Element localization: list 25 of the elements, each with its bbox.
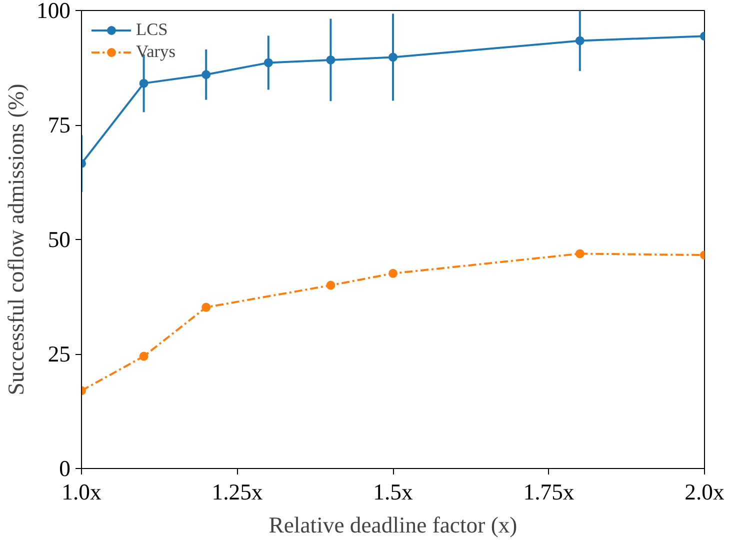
- legend-label: Varys: [136, 42, 176, 62]
- point: [575, 249, 584, 258]
- point: [139, 78, 148, 88]
- x-axis-title: Relative deadline factor (x): [268, 512, 518, 538]
- point: [326, 55, 336, 64]
- point: [575, 36, 584, 46]
- y-tick-label: 25: [48, 342, 70, 366]
- y-axis-title: Successful coflow admissions (%): [4, 84, 29, 396]
- x-tick-label: 1.0x: [62, 480, 102, 504]
- point: [388, 268, 398, 278]
- x-tick-label: 1.5x: [373, 480, 414, 504]
- x-tick-label: 1.25x: [212, 480, 264, 504]
- y-tick-label: 75: [48, 112, 70, 138]
- point: [202, 70, 211, 80]
- y-tick-label: 0: [59, 456, 70, 481]
- point: [326, 280, 336, 290]
- x-tick-label: 2.0x: [684, 480, 725, 504]
- point: [388, 52, 398, 62]
- legend-label: LCS: [136, 20, 168, 40]
- point: [202, 302, 211, 312]
- y-tick-label: 50: [48, 227, 70, 252]
- y-tick-label: 100: [36, 0, 70, 23]
- point: [139, 352, 148, 361]
- x-tick-label: 1.75x: [523, 480, 575, 504]
- point: [264, 58, 273, 68]
